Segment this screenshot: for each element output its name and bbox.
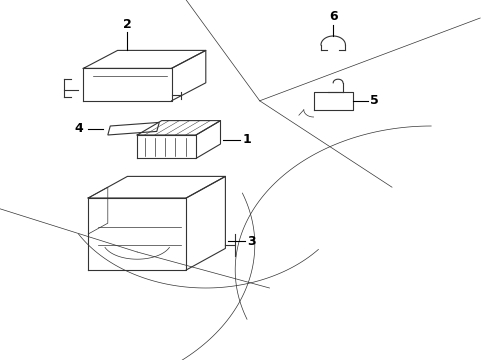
Text: 2: 2 [123, 18, 132, 31]
Text: 5: 5 [370, 94, 379, 107]
Text: 3: 3 [247, 235, 256, 248]
Text: 1: 1 [243, 133, 251, 146]
Text: 4: 4 [74, 122, 83, 135]
Text: 6: 6 [329, 10, 338, 23]
